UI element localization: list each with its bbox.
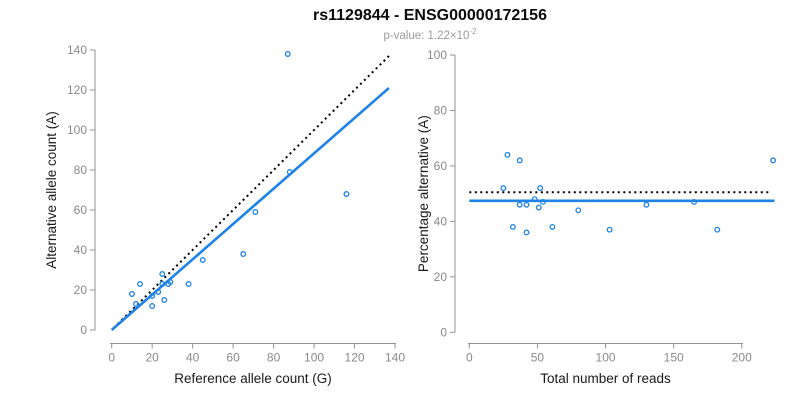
data-point	[606, 226, 613, 233]
x-tick-label: 40	[186, 351, 200, 365]
data-point	[549, 223, 556, 230]
y-tick-label: 20	[74, 283, 88, 297]
x-axis-title: Total number of reads	[540, 371, 671, 386]
data-point	[161, 297, 168, 303]
data-point	[343, 191, 350, 197]
x-tick-label: 60	[226, 351, 240, 365]
data-point	[149, 303, 156, 309]
x-tick-label: 100	[304, 351, 324, 365]
x-tick-label: 80	[267, 351, 281, 365]
y-tick-label: 60	[434, 159, 448, 173]
data-point	[149, 293, 156, 299]
p-value-text: p-value: 1.22×10	[383, 30, 470, 43]
y-tick-label: 100	[67, 123, 87, 137]
data-point	[691, 199, 698, 205]
data-point	[500, 185, 507, 192]
data-point	[137, 281, 143, 287]
y-tick-label: 120	[67, 83, 87, 97]
data-point	[714, 226, 721, 233]
plot-title: rs1129844 - ENSG00000172156	[313, 7, 547, 24]
x-tick-label: 120	[345, 351, 365, 365]
p-value-exponent: -2	[469, 27, 477, 37]
x-tick-label: 20	[145, 351, 159, 365]
x-tick-label: 100	[596, 351, 616, 365]
y-tick-label: 100	[427, 48, 447, 62]
x-axis-title: Reference allele count (G)	[174, 371, 332, 386]
data-point	[516, 201, 523, 208]
x-tick-label: 200	[732, 351, 752, 365]
y-tick-label: 40	[74, 243, 88, 257]
y-tick-label: 0	[440, 325, 447, 339]
data-point	[575, 207, 582, 214]
data-point	[535, 204, 542, 211]
right-scatter-plot: 0 20 40 60 80 100 0 50 100 150 200 Total number of …	[416, 48, 777, 386]
data-point	[252, 209, 259, 215]
data-point	[531, 196, 538, 203]
data-point	[185, 281, 192, 287]
y-axis-title: Percentage alternative (A)	[416, 115, 431, 272]
y-axis-title: Alternative allele count (A)	[44, 111, 59, 269]
y-tick-label: 80	[434, 103, 448, 117]
data-point	[643, 201, 650, 208]
data-point	[523, 229, 530, 236]
y-tick-label: 60	[74, 203, 88, 217]
data-point	[509, 223, 516, 230]
data-point	[539, 199, 546, 205]
data-point	[516, 157, 523, 164]
x-tick-label: 0	[466, 351, 473, 365]
data-point	[770, 157, 777, 164]
x-tick-label: 150	[664, 351, 684, 365]
data-point	[165, 281, 172, 287]
data-point	[199, 257, 206, 263]
data-point	[155, 289, 162, 295]
y-tick-label: 20	[434, 270, 448, 284]
data-point	[504, 151, 511, 158]
x-tick-label: 50	[531, 351, 545, 365]
y-tick-label: 40	[434, 214, 448, 228]
data-point	[133, 301, 139, 307]
left-scatter-plot: 0 20 40 60 80 100 120 140 0 20 40 60 80 100 120 140 Refe…	[44, 43, 405, 386]
identity-line	[113, 55, 390, 329]
data-point	[523, 201, 530, 208]
data-point	[284, 51, 291, 57]
x-tick-label: 140	[385, 351, 405, 365]
data-point	[159, 281, 166, 287]
y-tick-label: 140	[67, 43, 87, 57]
data-point	[286, 169, 293, 175]
data-point	[240, 251, 247, 257]
x-tick-label: 0	[108, 351, 115, 365]
p-value-subtitle: p-value: 1.22×10-2	[60, 27, 800, 42]
y-tick-label: 80	[74, 163, 88, 177]
data-point	[159, 271, 166, 277]
figure-header: rs1129844 - ENSG00000172156 p-value: 1.2…	[0, 6, 800, 42]
data-point	[537, 185, 544, 192]
data-point	[128, 291, 135, 297]
y-tick-label: 0	[80, 323, 87, 337]
